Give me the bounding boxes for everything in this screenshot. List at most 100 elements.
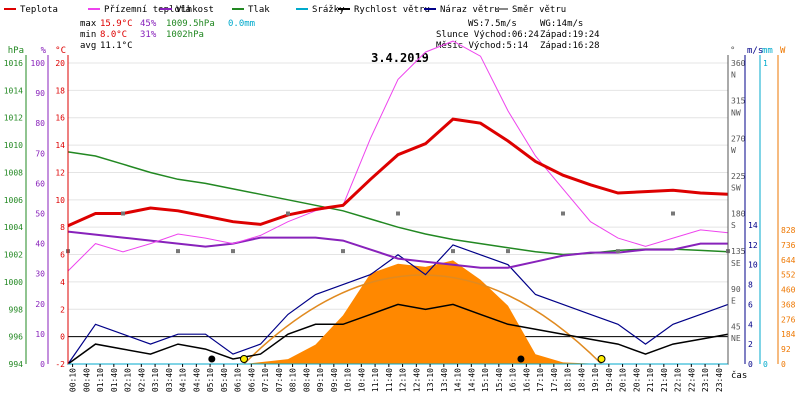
tick-label: 8	[748, 281, 753, 290]
time-tick-label: 02:10	[124, 368, 133, 392]
solar-area	[244, 260, 602, 364]
time-tick-label: 12:40	[412, 368, 421, 392]
time-tick-label: 09:10	[316, 368, 325, 392]
tick-label: 40	[35, 240, 45, 249]
time-tick-label: 14:10	[454, 368, 463, 392]
time-tick-label: 04:40	[192, 368, 201, 392]
tick-label: 30	[35, 270, 45, 279]
tick-label: 1010	[4, 141, 23, 150]
stats-avg-label: avg	[80, 41, 96, 51]
tick-label: 1012	[4, 114, 23, 123]
time-tick-label: 07:40	[275, 368, 284, 392]
tick-label: SE	[731, 259, 741, 268]
stats-max-label: max	[80, 19, 97, 29]
time-tick-label: 07:10	[261, 368, 270, 392]
tick-label: 1016	[4, 59, 23, 68]
time-tick-label: 11:10	[371, 368, 380, 392]
tick-label: 4	[60, 278, 65, 287]
tick-label: W	[731, 146, 736, 155]
tick-label: 4	[748, 320, 753, 329]
tick-label: 6	[60, 251, 65, 260]
sun-marker	[240, 355, 248, 363]
time-tick-label: 23:10	[701, 368, 710, 392]
tick-label: 998	[9, 305, 24, 314]
time-tick-label: 13:10	[426, 368, 435, 392]
time-tick-label: 16:40	[522, 368, 531, 392]
time-tick-label: 01:40	[110, 368, 119, 392]
tick-label: 6	[748, 300, 753, 309]
time-tick-label: 15:40	[495, 368, 504, 392]
sun-marker	[597, 355, 606, 363]
time-tick-label: 19:10	[591, 368, 600, 392]
stats-min-temp: 8.0°C	[100, 30, 127, 40]
tick-label: 14	[748, 221, 758, 230]
time-tick-label: 21:10	[646, 368, 655, 392]
time-tick-label: 08:10	[289, 368, 298, 392]
info-sun-set: Západ:19:24	[540, 30, 600, 40]
tick-label: 552	[781, 271, 796, 280]
time-tick-label: 13:40	[440, 368, 449, 392]
direction-point	[121, 211, 125, 216]
direction-point	[671, 211, 675, 216]
tick-label: 50	[35, 210, 45, 219]
tick-label: 14	[55, 141, 65, 150]
tick-label: 1002	[4, 251, 23, 260]
time-tick-label: 21:40	[660, 368, 669, 392]
tick-label: 360	[731, 59, 746, 68]
legend-label: Přízemní teplota	[104, 5, 191, 15]
tick-label: 368	[781, 300, 796, 309]
direction-point	[341, 249, 345, 254]
tick-label: 12	[748, 241, 758, 250]
direction-point	[451, 249, 455, 254]
tick-label: 270	[731, 134, 746, 143]
tick-label: 45	[731, 322, 741, 331]
stats-max-temp: 15.9°C	[100, 19, 133, 29]
time-tick-label: 06:10	[234, 368, 243, 392]
tick-label: 92	[781, 345, 791, 354]
tick-label: 1014	[4, 86, 23, 95]
time-tick-label: 03:40	[165, 368, 174, 392]
legend-label: Teplota	[20, 5, 58, 15]
moon-marker	[208, 355, 216, 363]
time-tick-label: 18:10	[564, 368, 573, 392]
legend-label: Náraz větru	[440, 5, 500, 15]
series-line	[67, 117, 729, 228]
tick-label: 10	[35, 330, 45, 339]
tick-label: 736	[781, 241, 796, 250]
legend-label: Směr větru	[512, 5, 566, 15]
tick-label: 2	[748, 340, 753, 349]
axis-unit: hPa	[8, 46, 24, 56]
tick-label: 16	[55, 114, 65, 123]
chart-title: 3.4.2019	[371, 51, 429, 65]
time-tick-label: 04:10	[179, 368, 188, 392]
time-tick-label: 01:10	[96, 368, 105, 392]
tick-label: N	[731, 71, 736, 80]
info-moon-set: Západ:16:28	[540, 41, 600, 51]
time-tick-label: 05:40	[220, 368, 229, 392]
tick-label: S	[731, 221, 736, 230]
axis-unit: °C	[55, 46, 66, 56]
tick-label: 10	[55, 196, 65, 205]
tick-label: SW	[731, 184, 741, 193]
tick-label: 135	[731, 247, 746, 256]
tick-label: 18	[55, 86, 65, 95]
stats-max-press: 1009.5hPa	[166, 19, 215, 29]
tick-label: 276	[781, 315, 796, 324]
direction-point	[176, 249, 180, 254]
tick-label: 8	[60, 223, 65, 232]
plot-area	[66, 40, 730, 365]
info-ws: WS:7.5m/s	[468, 19, 517, 29]
time-tick-label: 23:40	[715, 368, 724, 392]
tick-label: 100	[31, 59, 46, 68]
time-tick-label: 05:10	[206, 368, 215, 392]
stats-min-hum: 31%	[140, 30, 157, 40]
axis-unit: m/s	[747, 46, 763, 56]
tick-label: 1000	[4, 278, 23, 287]
direction-point	[396, 211, 400, 216]
tick-label: 1004	[4, 223, 23, 232]
time-tick-label: 19:40	[605, 368, 614, 392]
time-tick-label: 10:10	[344, 368, 353, 392]
direction-point	[506, 249, 510, 254]
